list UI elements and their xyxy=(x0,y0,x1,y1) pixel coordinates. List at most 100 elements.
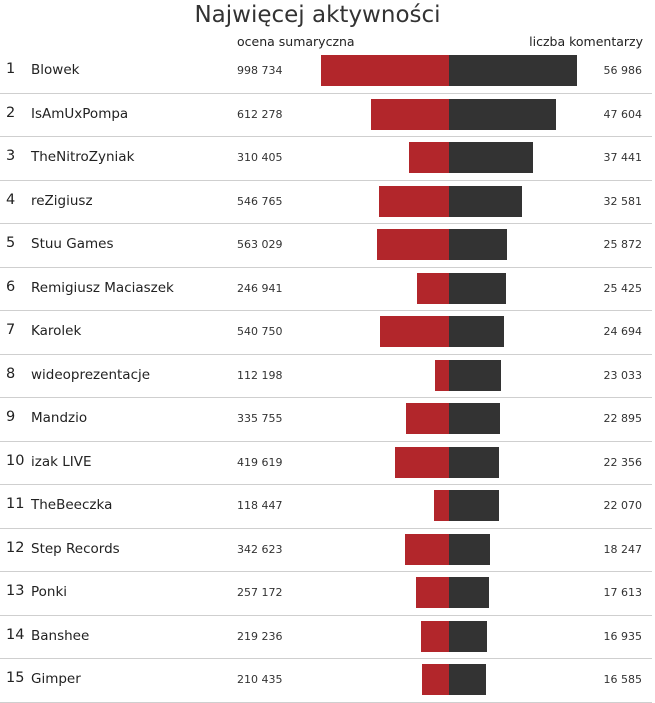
channel-name: IsAmUxPompa xyxy=(31,105,129,122)
score-value: 342 623 xyxy=(237,542,283,556)
rank-label: 5 xyxy=(6,235,16,251)
score-bar xyxy=(380,316,449,347)
score-value: 612 278 xyxy=(237,107,283,121)
score-bar xyxy=(409,142,449,173)
score-value: 540 750 xyxy=(237,325,283,338)
channel-name: Stuu Games xyxy=(31,236,114,252)
score-column-header: ocena sumaryczna xyxy=(237,34,355,49)
comments-value: 22 895 xyxy=(603,412,643,425)
comments-bar xyxy=(449,446,499,478)
score-bar xyxy=(416,577,449,608)
rank-label: 15 xyxy=(6,670,25,686)
score-bar xyxy=(379,185,449,217)
comments-bar xyxy=(449,577,489,608)
score-value: 419 619 xyxy=(237,455,283,469)
comments-bar xyxy=(449,664,486,695)
score-bar xyxy=(321,55,449,86)
comments-value: 37 441 xyxy=(603,151,643,164)
comments-value: 22 356 xyxy=(603,455,643,469)
score-bar xyxy=(406,403,449,434)
score-bar xyxy=(434,490,449,521)
channel-name: TheBeeczka xyxy=(31,497,113,513)
comments-bar xyxy=(449,359,501,391)
rank-label: 8 xyxy=(6,365,16,382)
comments-value: 56 986 xyxy=(603,64,643,77)
table-row: 13 Ponki 257 172 17 613 xyxy=(0,571,652,616)
rank-label: 2 xyxy=(6,104,16,121)
score-value: 210 435 xyxy=(237,673,283,686)
comments-value: 23 033 xyxy=(603,368,643,382)
table-row: 14 Banshee 219 236 16 935 xyxy=(0,615,652,659)
table-row: 5 Stuu Games 563 029 25 872 xyxy=(0,223,652,268)
comments-bar xyxy=(449,229,507,260)
comments-bar xyxy=(449,490,499,521)
comments-bar xyxy=(449,316,504,347)
score-value: 335 755 xyxy=(237,412,283,425)
score-value: 118 447 xyxy=(237,499,283,512)
comments-bar xyxy=(449,55,577,86)
comments-value: 24 694 xyxy=(603,325,643,338)
channel-name: TheNitroZyniak xyxy=(31,149,135,165)
channel-name: Gimper xyxy=(31,671,81,687)
comments-value: 32 581 xyxy=(603,194,643,208)
table-row: 8 wideoprezentacje 112 198 23 033 xyxy=(0,354,652,398)
rank-label: 12 xyxy=(6,539,25,556)
score-bar xyxy=(422,664,449,695)
channel-name: Blowek xyxy=(31,62,80,78)
comments-bar xyxy=(449,98,556,130)
score-value: 310 405 xyxy=(237,151,283,164)
comments-bar xyxy=(449,142,533,173)
channel-name: Ponki xyxy=(31,584,68,600)
score-bar xyxy=(417,272,449,304)
rank-label: 11 xyxy=(6,496,25,512)
rank-label: 3 xyxy=(6,148,16,164)
score-value: 246 941 xyxy=(237,281,283,295)
comments-value: 25 872 xyxy=(603,238,643,251)
comments-value: 16 935 xyxy=(603,629,643,643)
table-row: 3 TheNitroZyniak 310 405 37 441 xyxy=(0,136,652,181)
rank-label: 6 xyxy=(6,278,16,295)
table-row: 9 Mandzio 335 755 22 895 xyxy=(0,397,652,442)
table-row: 7 Karolek 540 750 24 694 xyxy=(0,310,652,355)
table-row: 12 Step Records 342 623 18 247 xyxy=(0,528,652,572)
rank-label: 4 xyxy=(6,191,16,208)
channel-name: Mandzio xyxy=(31,410,88,426)
table-row: 10 izak LIVE 419 619 22 356 xyxy=(0,441,652,485)
rank-label: 1 xyxy=(6,61,16,77)
table-row: 11 TheBeeczka 118 447 22 070 xyxy=(0,484,652,529)
rank-label: 9 xyxy=(6,409,16,425)
channel-name: Remigiusz Maciaszek xyxy=(31,279,174,296)
comments-value: 17 613 xyxy=(603,586,643,599)
score-bar xyxy=(405,533,449,565)
score-bar xyxy=(435,359,449,391)
score-value: 546 765 xyxy=(237,194,283,208)
comments-value: 16 585 xyxy=(603,673,643,686)
rank-label: 10 xyxy=(6,452,25,469)
rank-label: 14 xyxy=(6,626,25,643)
score-bar xyxy=(377,229,449,260)
comments-column-header: liczba komentarzy xyxy=(529,34,643,49)
chart-title: Najwięcej aktywności xyxy=(194,2,441,28)
comments-bar xyxy=(449,272,506,304)
comments-bar xyxy=(449,185,522,217)
score-bar xyxy=(395,446,449,478)
channel-name: reZigiusz xyxy=(31,192,93,209)
score-value: 112 198 xyxy=(237,368,283,382)
rank-label: 13 xyxy=(6,583,25,599)
comments-value: 18 247 xyxy=(603,542,643,556)
score-value: 257 172 xyxy=(237,586,283,599)
channel-name: wideoprezentacje xyxy=(31,366,151,383)
table-row: 1 Blowek 998 734 56 986 xyxy=(0,49,652,94)
table-row: 6 Remigiusz Maciaszek 246 941 25 425 xyxy=(0,267,652,311)
comments-value: 22 070 xyxy=(603,499,643,512)
score-value: 563 029 xyxy=(237,238,283,251)
channel-name: izak LIVE xyxy=(31,453,92,470)
rank-label: 7 xyxy=(6,322,16,338)
comments-value: 47 604 xyxy=(603,107,643,121)
score-bar xyxy=(371,98,449,130)
score-value: 998 734 xyxy=(237,64,283,77)
channel-name: Step Records xyxy=(31,540,120,557)
table-row: 15 Gimper 210 435 16 585 xyxy=(0,658,652,703)
comments-value: 25 425 xyxy=(603,281,643,295)
table-row: 2 IsAmUxPompa 612 278 47 604 xyxy=(0,93,652,137)
